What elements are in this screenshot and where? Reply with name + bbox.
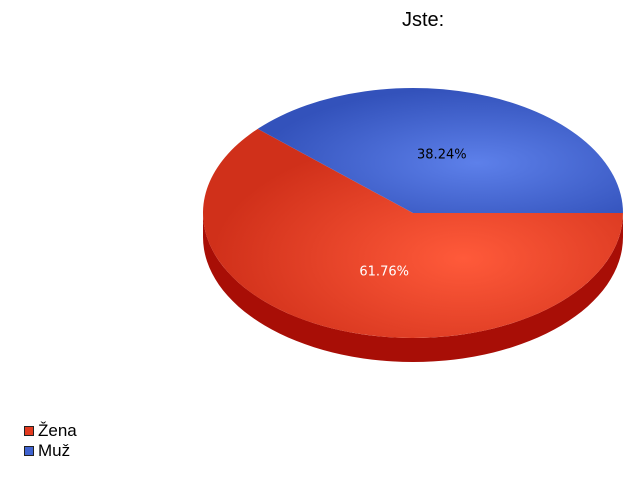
legend-label-zena: Žena (38, 421, 77, 440)
legend-swatch-zena (24, 426, 34, 436)
pie-side-zena (203, 213, 623, 362)
pie-slice-zena (203, 128, 623, 338)
data-label-muz: 38.24% (417, 148, 467, 163)
legend-label-muz: Muž (38, 441, 71, 460)
chart-title: Jste: (402, 9, 445, 31)
legend-item-zena: Žena (24, 421, 77, 441)
data-label-zena: 61.76% (359, 264, 409, 279)
legend-item-muz: Muž (24, 441, 77, 461)
legend: Žena Muž (24, 421, 77, 461)
legend-swatch-muz (24, 446, 34, 456)
pie-slice-muz (257, 87, 623, 213)
